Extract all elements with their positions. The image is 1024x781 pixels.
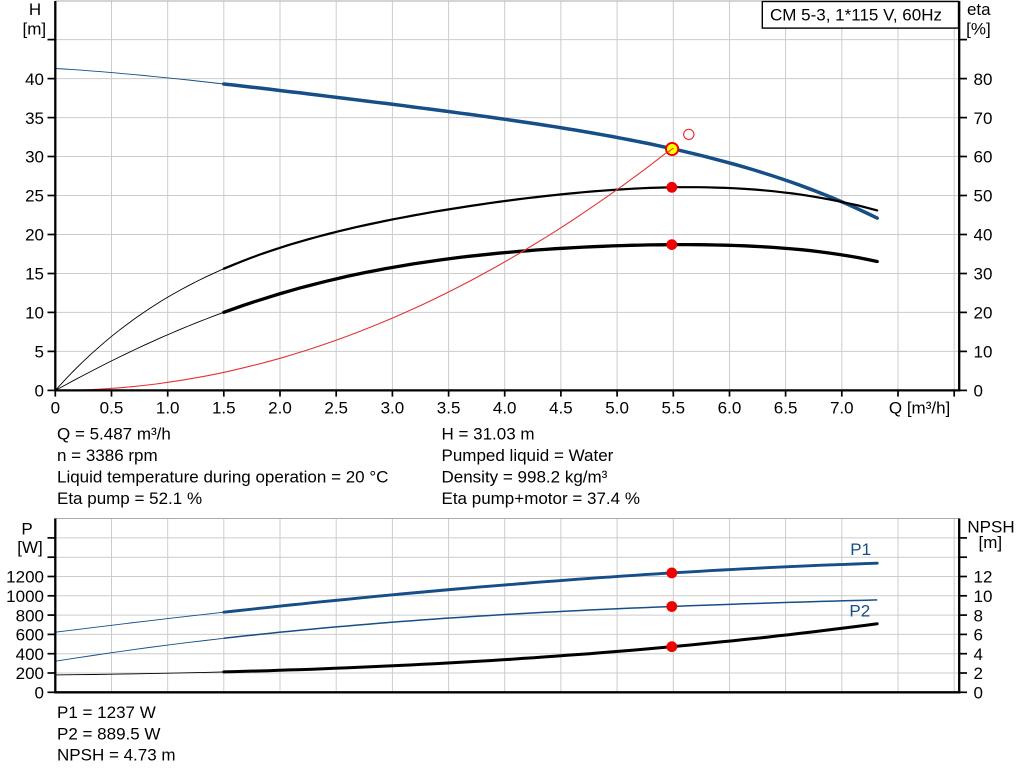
svg-text:P: P bbox=[21, 520, 32, 539]
svg-text:3.0: 3.0 bbox=[381, 399, 405, 418]
svg-text:Eta pump = 52.1 %: Eta pump = 52.1 % bbox=[57, 489, 202, 508]
svg-text:5: 5 bbox=[35, 343, 44, 362]
svg-text:200: 200 bbox=[16, 664, 44, 683]
svg-text:4.5: 4.5 bbox=[549, 399, 573, 418]
svg-text:P2: P2 bbox=[849, 602, 870, 621]
svg-text:n = 3386 rpm: n = 3386 rpm bbox=[57, 446, 158, 465]
svg-text:5.0: 5.0 bbox=[605, 399, 629, 418]
svg-text:eta: eta bbox=[967, 0, 991, 19]
svg-text:H: H bbox=[29, 0, 41, 19]
svg-text:0: 0 bbox=[974, 684, 983, 703]
svg-text:2.5: 2.5 bbox=[324, 399, 348, 418]
svg-text:3.5: 3.5 bbox=[437, 399, 461, 418]
svg-text:6.0: 6.0 bbox=[718, 399, 742, 418]
svg-text:20: 20 bbox=[25, 226, 44, 245]
svg-text:12: 12 bbox=[974, 568, 993, 587]
svg-text:H = 31.03 m: H = 31.03 m bbox=[442, 424, 535, 443]
svg-text:6: 6 bbox=[974, 626, 983, 645]
svg-text:8: 8 bbox=[974, 606, 983, 625]
svg-text:400: 400 bbox=[16, 645, 44, 664]
svg-text:Liquid temperature during oper: Liquid temperature during operation = 20… bbox=[57, 467, 388, 486]
svg-text:2.0: 2.0 bbox=[268, 399, 292, 418]
svg-text:1.0: 1.0 bbox=[156, 399, 180, 418]
svg-text:2: 2 bbox=[974, 664, 983, 683]
svg-text:[W]: [W] bbox=[17, 538, 43, 557]
svg-text:80: 80 bbox=[974, 70, 993, 89]
svg-text:30: 30 bbox=[25, 148, 44, 167]
svg-text:10: 10 bbox=[974, 587, 993, 606]
svg-text:1000: 1000 bbox=[6, 587, 44, 606]
svg-text:50: 50 bbox=[974, 187, 993, 206]
svg-text:Pumped liquid = Water: Pumped liquid = Water bbox=[442, 446, 614, 465]
svg-text:P1 = 1237 W: P1 = 1237 W bbox=[57, 703, 156, 722]
svg-text:1200: 1200 bbox=[6, 568, 44, 587]
svg-text:1.5: 1.5 bbox=[212, 399, 236, 418]
svg-text:40: 40 bbox=[974, 226, 993, 245]
svg-text:40: 40 bbox=[25, 70, 44, 89]
svg-text:Q = 5.487 m³/h: Q = 5.487 m³/h bbox=[57, 424, 171, 443]
svg-text:Eta pump+motor = 37.4 %: Eta pump+motor = 37.4 % bbox=[442, 489, 640, 508]
svg-text:15: 15 bbox=[25, 265, 44, 284]
svg-text:7.0: 7.0 bbox=[830, 399, 854, 418]
svg-text:30: 30 bbox=[974, 265, 993, 284]
svg-text:CM 5-3, 1*115 V, 60Hz: CM 5-3, 1*115 V, 60Hz bbox=[770, 6, 942, 25]
svg-text:60: 60 bbox=[974, 148, 993, 167]
svg-text:0.5: 0.5 bbox=[100, 399, 124, 418]
svg-text:35: 35 bbox=[25, 109, 44, 128]
svg-text:600: 600 bbox=[16, 626, 44, 645]
svg-text:20: 20 bbox=[974, 304, 993, 323]
svg-text:Q [m³/h]: Q [m³/h] bbox=[889, 399, 950, 418]
svg-text:NPSH = 4.73 m: NPSH = 4.73 m bbox=[57, 746, 176, 765]
svg-text:NPSH: NPSH bbox=[967, 518, 1014, 537]
svg-text:P2 = 889.5 W: P2 = 889.5 W bbox=[57, 724, 160, 743]
svg-text:4: 4 bbox=[974, 645, 983, 664]
svg-text:0: 0 bbox=[35, 382, 44, 401]
svg-text:6.5: 6.5 bbox=[774, 399, 798, 418]
svg-text:0: 0 bbox=[974, 382, 983, 401]
svg-text:25: 25 bbox=[25, 187, 44, 206]
svg-text:10: 10 bbox=[25, 304, 44, 323]
svg-text:10: 10 bbox=[974, 343, 993, 362]
svg-text:800: 800 bbox=[16, 606, 44, 625]
svg-text:[m]: [m] bbox=[22, 19, 46, 38]
svg-text:5.5: 5.5 bbox=[661, 399, 685, 418]
svg-text:70: 70 bbox=[974, 109, 993, 128]
svg-text:P1: P1 bbox=[850, 540, 871, 559]
svg-text:0: 0 bbox=[51, 399, 60, 418]
svg-text:[%]: [%] bbox=[966, 19, 991, 38]
svg-text:4.0: 4.0 bbox=[493, 399, 517, 418]
svg-text:[m]: [m] bbox=[978, 533, 1002, 552]
svg-text:0: 0 bbox=[35, 684, 44, 703]
svg-text:Density = 998.2 kg/m³: Density = 998.2 kg/m³ bbox=[442, 467, 608, 486]
